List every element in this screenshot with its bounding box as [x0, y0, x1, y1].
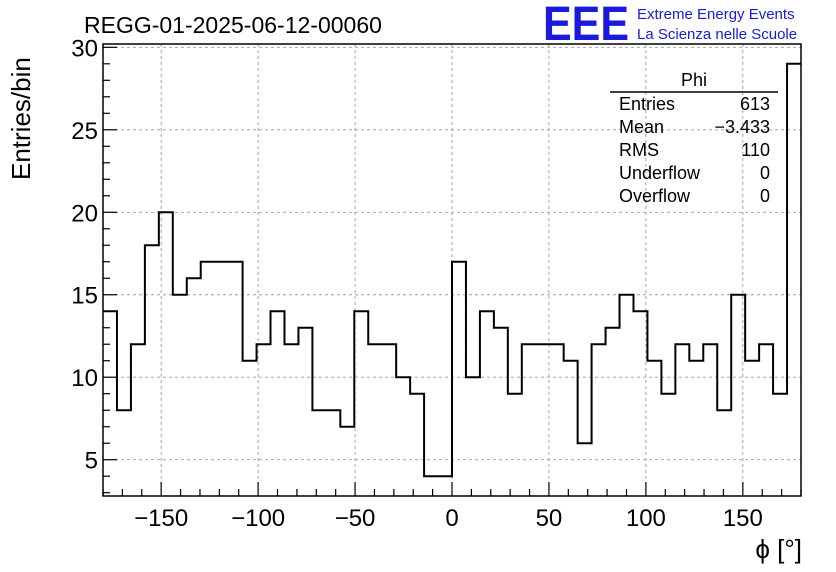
eee-logo: EEE — [543, 0, 629, 51]
y-tick-label: 25 — [71, 118, 98, 145]
y-tick-label: 5 — [85, 448, 98, 475]
stats-value: 0 — [760, 163, 770, 183]
histogram-line — [103, 62, 801, 478]
x-tick-label: −150 — [134, 505, 188, 532]
logo-line-2: La Scienza nelle Scuole — [637, 26, 797, 43]
x-tick-label: 0 — [445, 505, 458, 532]
y-tick-label: 10 — [71, 365, 98, 392]
stats-label: Underflow — [619, 163, 701, 183]
x-tick-label: 100 — [626, 505, 666, 532]
x-tick-label: 50 — [536, 505, 563, 532]
stats-label: Overflow — [619, 186, 691, 206]
x-tick-label: −50 — [335, 505, 376, 532]
x-tick-labels: −150 −100 −50 0 50 100 150 — [134, 505, 763, 532]
axis-ticks — [102, 46, 802, 496]
chart-title: REGG-01-2025-06-12-00060 — [84, 12, 382, 38]
stats-value: 613 — [740, 94, 770, 114]
x-axis-label: ϕ [°] — [755, 534, 802, 564]
y-tick-label: 20 — [71, 200, 98, 227]
x-tick-label: 150 — [723, 505, 763, 532]
y-tick-labels: 5 10 15 20 25 30 — [71, 35, 98, 474]
stats-label: Entries — [619, 94, 675, 114]
x-tick-label: −100 — [231, 505, 285, 532]
stats-label: Mean — [619, 117, 664, 137]
logo-line-1: Extreme Energy Events — [637, 6, 795, 23]
stats-value: 0 — [760, 186, 770, 206]
y-tick-label: 15 — [71, 283, 98, 310]
stats-box: Phi Entries 613 Mean −3.433 RMS 110 Underflow 0… — [610, 70, 778, 206]
stats-value: 110 — [741, 140, 770, 160]
stats-value: −3.433 — [714, 117, 770, 137]
stats-title: Phi — [681, 70, 707, 90]
y-tick-label: 30 — [71, 35, 98, 62]
y-axis-label: Entries/bin — [6, 57, 36, 180]
stats-label: RMS — [619, 140, 659, 160]
